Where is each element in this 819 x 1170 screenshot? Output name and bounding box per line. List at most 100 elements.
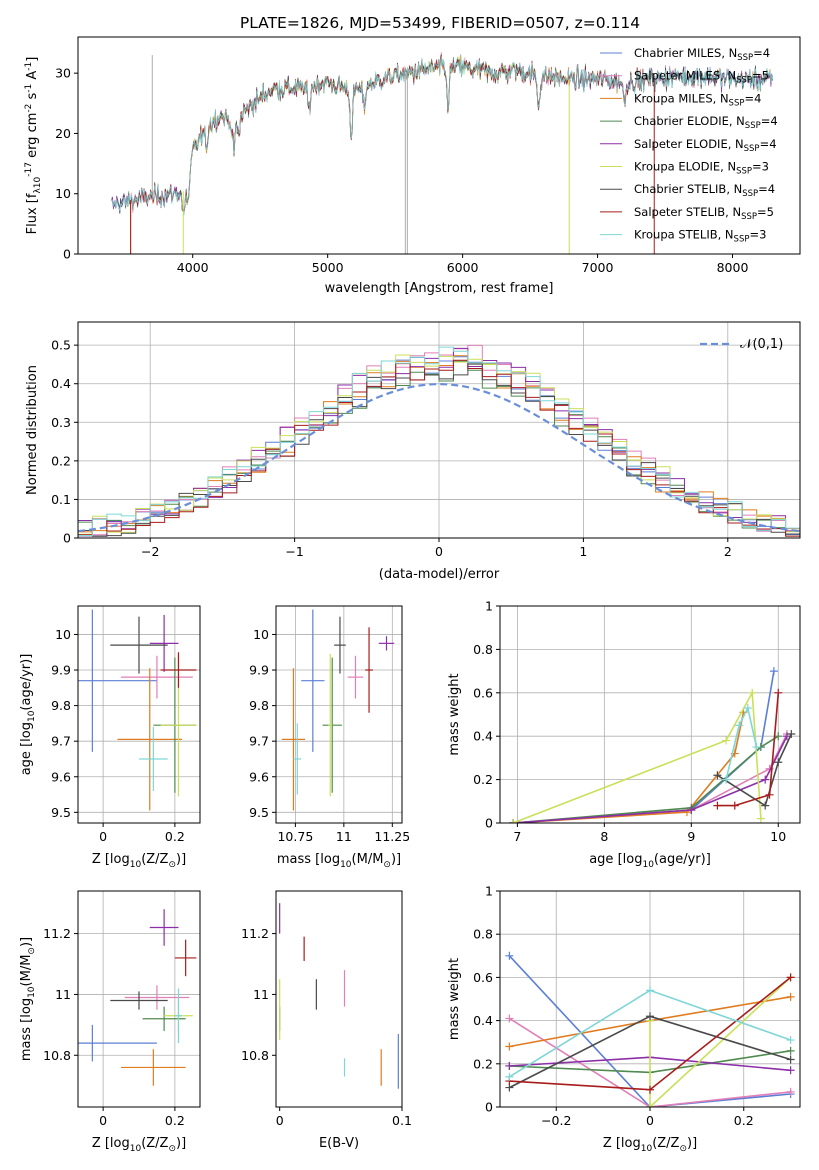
x-tick-label: 10 <box>770 829 786 844</box>
x-tick-label: 0 <box>646 1113 654 1128</box>
plot-area <box>78 344 800 537</box>
weight-marker <box>505 951 514 960</box>
label-part: -2 <box>24 104 34 113</box>
label-part: 10 <box>130 860 142 870</box>
label-part: (age/yr)] <box>654 852 711 867</box>
y-tick-label: 10.8 <box>241 1048 269 1063</box>
y-tick-label: 0 <box>63 531 71 546</box>
x-tick-label: −1 <box>285 544 303 559</box>
x-axis-label: E(B-V) <box>319 1136 359 1151</box>
y-tick-label: 0.4 <box>473 729 493 744</box>
label-part: mass weight <box>447 958 462 1040</box>
y-axis-label: mass weight <box>447 958 462 1040</box>
axes-frame <box>275 890 403 1108</box>
y-tick-label: 9.8 <box>51 698 71 713</box>
y-tick-label: 9.6 <box>51 769 71 784</box>
y-axis-label: mass [log10(M/M⊙)] <box>19 937 37 1061</box>
legend-sub: SSP <box>744 144 760 154</box>
weight-marker <box>646 986 654 995</box>
weight-marker <box>752 743 761 752</box>
label-part: 10 <box>27 986 37 998</box>
axes-frame <box>499 605 801 824</box>
weight-line <box>512 690 762 823</box>
weight-marker <box>774 688 783 697</box>
label-part: 10 <box>642 860 654 870</box>
y-tick-label: 0.8 <box>473 642 493 657</box>
legend-nssp: =3 <box>749 228 766 242</box>
axes-frame <box>77 605 201 824</box>
legend-sub: SSP <box>741 212 757 222</box>
x-tick-label: 11.25 <box>374 829 410 844</box>
legend-model: Chabrier ELODIE, N <box>634 114 745 128</box>
legend-model: Salpeter STELIB, N <box>634 205 741 219</box>
weight-line <box>512 733 788 823</box>
y-tick-label: 9.7 <box>249 734 269 749</box>
weight-marker <box>722 775 731 784</box>
plot-area <box>279 903 399 1089</box>
axes-frame <box>275 605 403 824</box>
label-part: age [log <box>589 852 642 867</box>
label-part: 10 <box>641 1144 653 1154</box>
label-part: ⊙ <box>27 947 37 955</box>
y-tick-label: 1 <box>485 884 493 899</box>
legend-model: Salpeter ELODIE, N <box>634 137 744 151</box>
y-tick-label: 9.9 <box>249 663 269 678</box>
weight-marker <box>735 721 744 730</box>
legend-model: Salpeter MILES, N <box>634 69 736 83</box>
legend-nssp: =4 <box>761 114 778 128</box>
y-tick-label: 0.6 <box>473 685 493 700</box>
label-part: E(B-V) <box>319 1136 359 1151</box>
x-axis-label: (data-model)/error <box>379 567 500 582</box>
legend-model: Chabrier MILES, N <box>634 46 737 60</box>
label-part: (M/M <box>352 852 384 867</box>
legend-sub: SSP <box>734 235 750 245</box>
x-axis-label: mass [log10(M/M⊙)] <box>277 852 401 870</box>
axes-frame <box>77 36 801 255</box>
label-part: ] <box>25 57 40 62</box>
legend-nssp: =4 <box>753 46 770 60</box>
legend-label: 𝒩(0,1) <box>740 337 783 352</box>
label-part: s <box>25 92 40 103</box>
panel-mass_weight_vs_Z: −0.2 0 0.2 0 0.2 0.4 0.6 0.8 1 Z [log10(Z/Z⊙)] mas… <box>447 884 801 1154</box>
label-part: age [log <box>19 722 34 775</box>
x-axis-label: age [log10(age/yr)] <box>589 852 711 870</box>
label-part: Z [log <box>92 852 130 867</box>
x-tick-label: 10.75 <box>277 829 313 844</box>
normal-curve <box>78 382 800 533</box>
y-tick-label: 1 <box>485 599 493 614</box>
label-part: (data-model)/error <box>379 567 500 582</box>
label-part: (age/yr)] <box>19 654 34 711</box>
spectrum-line <box>131 54 655 213</box>
weight-marker <box>682 808 691 817</box>
plot-area <box>505 951 795 1107</box>
x-tick-label: 0.2 <box>734 1113 754 1128</box>
legend-sub: SSP <box>729 98 745 108</box>
y-tick-label: 0.2 <box>473 772 493 787</box>
label-part: 10 <box>340 860 352 870</box>
y-tick-label: 9.6 <box>249 769 269 784</box>
x-tick-label: 0.1 <box>392 1113 412 1128</box>
y-tick-label: 11 <box>55 987 71 1002</box>
axes-front: 4000 5000 6000 7000 8000 0 10 20 30 wavelength [A… <box>24 36 801 296</box>
legend-label: Kroupa ELODIE, NSSP=3 <box>634 160 769 177</box>
weight-marker <box>505 1072 514 1081</box>
legend-nssp: =4 <box>760 137 777 151</box>
plot-area <box>78 609 197 811</box>
spectrum-line <box>111 56 773 216</box>
label-part: )] <box>687 1136 697 1151</box>
weight-line <box>716 733 793 807</box>
label-part: ⊙ <box>168 860 176 870</box>
weight-marker <box>786 1055 795 1064</box>
x-tick-label: 7000 <box>582 260 614 275</box>
histogram-step <box>78 346 800 536</box>
weight-marker <box>786 1036 795 1045</box>
label-part: (M/M <box>19 955 34 987</box>
plot-area <box>78 909 197 1086</box>
y-tick-label: 0 <box>63 247 71 262</box>
y-tick-label: 0.3 <box>51 415 71 430</box>
plot-area <box>509 667 796 823</box>
label-part: (Z/Z <box>652 1136 679 1151</box>
y-tick-label: 0.8 <box>473 927 493 942</box>
